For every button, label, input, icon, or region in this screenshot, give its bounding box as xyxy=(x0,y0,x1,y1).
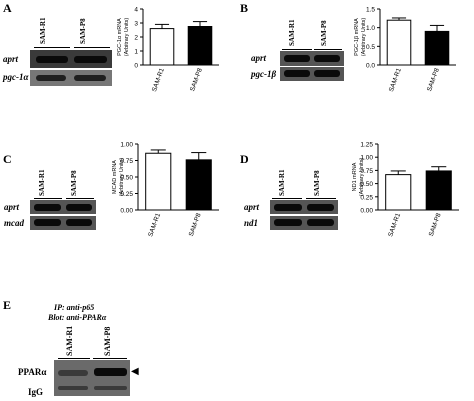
y-axis-label: PGC-1β mRNA xyxy=(354,18,360,56)
blot-d-aprt xyxy=(270,200,338,214)
y-tick-label: 0.25 xyxy=(360,194,373,201)
y-tick-label: 1.0 xyxy=(366,25,375,32)
panel-letter-a: A xyxy=(3,1,12,15)
panel-letter-c: C xyxy=(3,152,12,166)
bar-sam-p8 xyxy=(187,26,213,66)
x-tick-label: SAM-P8 xyxy=(426,67,441,92)
y-tick-label: 1.00 xyxy=(360,155,373,162)
row-label-c-2: mcad xyxy=(4,218,24,228)
blot-b-pgc xyxy=(280,67,344,81)
y-tick-label: 0.0 xyxy=(366,63,375,70)
y-tick-label: 0.75 xyxy=(360,168,373,175)
bar-chart-a: 0 1 2 3 4 PGC-1α mRNA (Arbitrary Units) SAM-R1 S… xyxy=(117,7,219,93)
lane-label-c-2: SAM-P8 xyxy=(70,170,78,196)
y-tick-label: 0.25 xyxy=(120,191,133,198)
lane-line-a-1 xyxy=(34,47,70,48)
row-label-e-2: IgG xyxy=(28,387,44,397)
y-axis-label: MCAD mRNA xyxy=(112,160,118,194)
row-label-d-2: nd1 xyxy=(244,218,259,228)
row-label-b-2: pgc-1β xyxy=(251,69,277,79)
lane-line-e-2 xyxy=(93,358,127,359)
x-tick-label: SAM-R1 xyxy=(387,212,402,238)
panel-letter-b: B xyxy=(240,1,249,15)
blot-d-nd1 xyxy=(270,216,338,230)
row-label-a-2: pgc-1α xyxy=(3,72,29,82)
x-tick-label: SAM-P8 xyxy=(188,212,203,237)
y-tick-label: 4 xyxy=(134,7,138,14)
blot-b-aprt xyxy=(280,51,344,66)
y-axis-label: ND1 mRNA xyxy=(352,162,358,191)
lane-line-d-2 xyxy=(306,198,336,199)
bar-sam-p8 xyxy=(185,159,212,211)
row-label-e-1: PPARα xyxy=(18,367,47,377)
y-tick-label: 3 xyxy=(134,21,138,28)
lane-label-d-2: SAM-P8 xyxy=(313,170,321,196)
y-tick-label: 0.00 xyxy=(360,208,373,215)
lane-line-e-1 xyxy=(58,358,90,359)
y-tick-label: 0.50 xyxy=(120,175,133,182)
x-tick-label: SAM-R1 xyxy=(388,67,403,93)
bar-sam-p8 xyxy=(424,30,450,66)
lane-line-b-2 xyxy=(314,49,342,50)
lane-label-a-1: SAM-R1 xyxy=(39,17,47,44)
panel-letter-e: E xyxy=(3,298,12,312)
blot-a-aprt xyxy=(30,50,112,68)
row-label-b-1: aprt xyxy=(251,53,267,63)
bar-sam-r1 xyxy=(385,174,412,211)
lane-line-b-1 xyxy=(282,49,312,50)
y-axis-label: PGC-1α mRNA xyxy=(117,18,123,56)
y-tick-label: 1.00 xyxy=(120,142,133,149)
y-tick-label: 0.5 xyxy=(366,44,375,51)
ip-title: IP: anti-p65 xyxy=(54,303,95,312)
blot-c-mcad xyxy=(30,216,96,230)
y-tick-label: 0.00 xyxy=(120,208,133,215)
row-label-c-1: aprt xyxy=(4,202,20,212)
y-tick-label: 1.25 xyxy=(360,142,373,149)
blot-c-aprt xyxy=(30,200,96,214)
lane-line-d-1 xyxy=(272,198,302,199)
lane-label-e-1: SAM-R1 xyxy=(65,325,74,356)
panel-letter-d: D xyxy=(240,152,249,166)
lane-line-c-2 xyxy=(66,198,94,199)
lane-label-d-1: SAM-R1 xyxy=(278,169,286,196)
x-tick-label: SAM-R1 xyxy=(147,212,162,238)
blot-title: Blot: anti-PPARα xyxy=(48,313,107,322)
arrow-left-icon: ◀ xyxy=(131,366,139,377)
bar-sam-p8 xyxy=(425,170,452,211)
bar-chart-c: 0.00 0.25 0.50 0.75 1.00 MCAD mRNA (Arbitrary … xyxy=(112,142,219,238)
lane-label-b-2: SAM-P8 xyxy=(320,20,328,46)
y-tick-label: 2 xyxy=(134,35,138,42)
bar-sam-r1 xyxy=(386,19,412,66)
x-tick-label: SAM-R1 xyxy=(151,67,166,93)
lane-label-a-2: SAM-P8 xyxy=(79,18,87,44)
lane-label-c-1: SAM-R1 xyxy=(38,169,46,196)
bar-sam-r1 xyxy=(149,28,175,66)
y-axis-label: (Arbitrary Units) xyxy=(119,158,125,197)
blot-a-pgc xyxy=(30,70,112,86)
bar-chart-b: 0.0 0.5 1.0 1.5 PGC-1β mRNA (Arbitrary Units)… xyxy=(354,7,456,93)
row-label-a-1: aprt xyxy=(3,54,19,64)
y-axis-label: (Arbitrary Units) xyxy=(124,18,130,57)
y-tick-label: 0.75 xyxy=(120,158,133,165)
lane-label-b-1: SAM-R1 xyxy=(288,19,296,46)
x-tick-label: SAM-P8 xyxy=(189,67,204,92)
y-tick-label: 1.5 xyxy=(366,7,375,14)
y-tick-label: 0 xyxy=(134,63,138,70)
y-axis-label: (Arbitrary Units) xyxy=(361,18,367,57)
y-tick-label: 0.50 xyxy=(360,181,373,188)
y-axis-label: (Arbitrary Units) xyxy=(359,158,365,197)
lane-line-c-1 xyxy=(34,198,62,199)
row-label-d-1: aprt xyxy=(244,202,260,212)
bar-sam-r1 xyxy=(145,152,172,211)
blot-e xyxy=(54,360,130,396)
y-tick-label: 1 xyxy=(134,49,138,56)
x-tick-label: SAM-P8 xyxy=(428,212,443,237)
bar-chart-d: 0.00 0.25 0.50 0.75 1.00 1.25 ND1 mRNA (Arbitra… xyxy=(352,142,459,238)
lane-label-e-2: SAM-P8 xyxy=(103,326,112,356)
lane-line-a-2 xyxy=(74,47,110,48)
